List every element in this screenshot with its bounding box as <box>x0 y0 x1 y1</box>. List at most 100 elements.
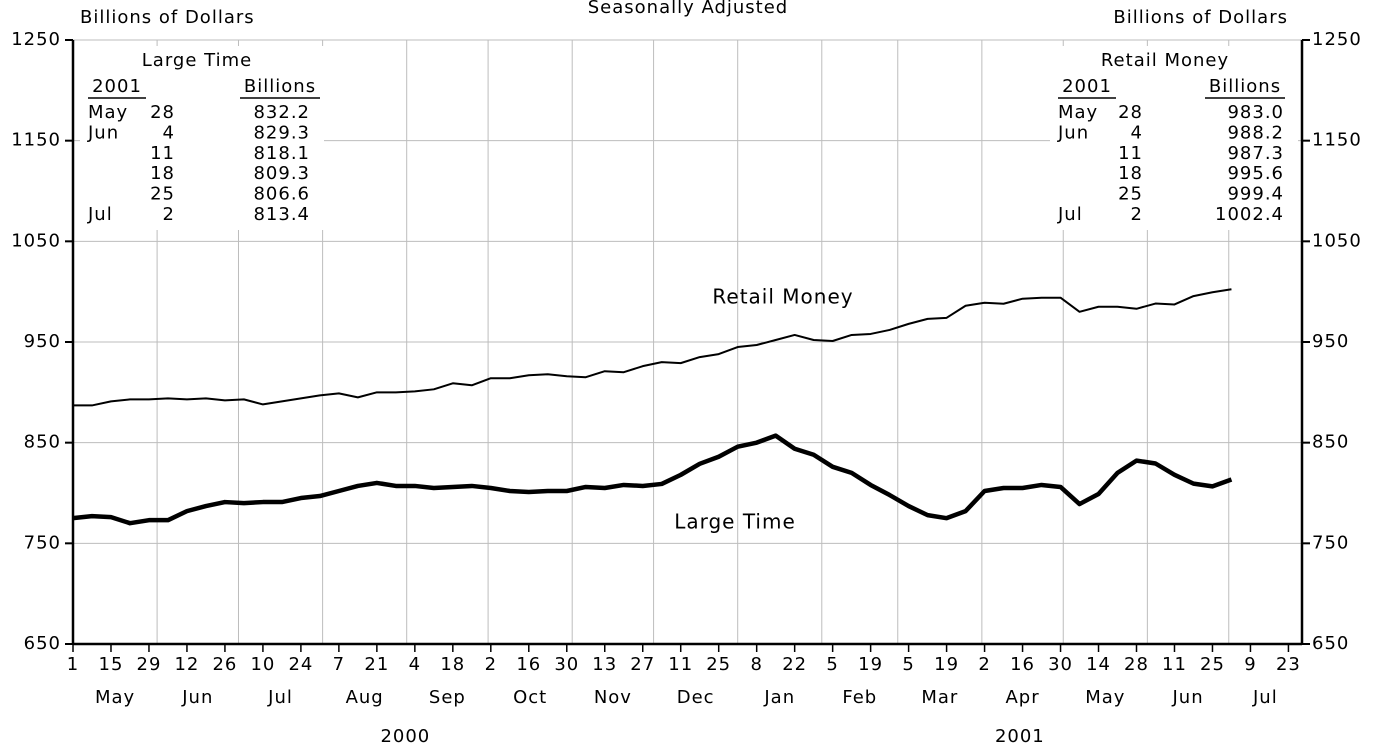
x-tick-label: 7 <box>333 654 345 675</box>
table-day: 18 <box>150 163 175 184</box>
x-tick-label: 9 <box>1244 654 1256 675</box>
table-value: 809.3 <box>253 163 310 184</box>
table-day: 25 <box>150 184 175 205</box>
x-tick-label: 26 <box>212 654 237 675</box>
table-month: Jul <box>1057 204 1083 225</box>
month-label: Mar <box>921 687 958 708</box>
y2-tick-label: 750 <box>1312 532 1349 553</box>
table-month: Jul <box>87 204 113 225</box>
table-unit: Billions <box>244 76 316 97</box>
y2-tick-label: 1050 <box>1312 230 1362 251</box>
table-day: 18 <box>1118 163 1143 184</box>
table-month: Jun <box>87 122 119 143</box>
x-tick-label: 12 <box>174 654 199 675</box>
y2-tick-label: 850 <box>1312 432 1349 453</box>
y-tick-label: 1150 <box>11 130 61 151</box>
table-value: 995.6 <box>1227 163 1284 184</box>
table-background <box>1050 46 1298 230</box>
series-label: Retail Money <box>712 285 853 309</box>
x-tick-label: 25 <box>706 654 731 675</box>
series-label: Large Time <box>674 510 796 534</box>
x-tick-label: 2 <box>485 654 497 675</box>
x-tick-label: 28 <box>1124 654 1149 675</box>
y-tick-label: 750 <box>24 532 61 553</box>
table-day: 28 <box>150 102 175 123</box>
x-tick-label: 19 <box>934 654 959 675</box>
year-label: 2000 <box>380 726 430 746</box>
table-day: 11 <box>1118 143 1143 164</box>
table-month: Jun <box>1057 122 1089 143</box>
month-label: Jul <box>267 687 293 708</box>
table-day: 4 <box>163 122 175 143</box>
month-label: Nov <box>594 687 632 708</box>
x-tick-label: 2 <box>978 654 990 675</box>
y2-tick-label: 1150 <box>1312 130 1362 151</box>
table-value: 813.4 <box>253 204 310 225</box>
x-tick-label: 29 <box>137 654 162 675</box>
x-tick-label: 18 <box>440 654 465 675</box>
y-tick-label: 950 <box>24 331 61 352</box>
series-line <box>73 288 1232 407</box>
y-axis-label: Billions of Dollars <box>80 7 255 28</box>
x-tick-label: 22 <box>782 654 807 675</box>
month-label: Jun <box>181 687 213 708</box>
month-label: Sep <box>429 687 466 708</box>
x-tick-label: 13 <box>592 654 617 675</box>
x-tick-label: 1 <box>67 654 79 675</box>
x-tick-label: 30 <box>554 654 579 675</box>
y2-axis-label: Billions of Dollars <box>1113 7 1288 28</box>
x-tick-label: 16 <box>1010 654 1035 675</box>
x-tick-label: 15 <box>99 654 124 675</box>
table-day: 11 <box>150 143 175 164</box>
table-value: 999.4 <box>1227 184 1284 205</box>
y-tick-label: 1050 <box>11 230 61 251</box>
y2-tick-label: 950 <box>1312 331 1349 352</box>
year-label: 2001 <box>995 726 1045 746</box>
month-label: Dec <box>677 687 715 708</box>
month-label: Aug <box>346 687 384 708</box>
y-tick-label: 650 <box>24 633 61 654</box>
table-month: May <box>1058 102 1098 123</box>
month-label: Oct <box>513 687 547 708</box>
x-tick-label: 4 <box>409 654 421 675</box>
y-tick-label: 850 <box>24 432 61 453</box>
table-title: Retail Money <box>1101 50 1229 71</box>
table-title: Large Time <box>142 50 252 71</box>
x-tick-label: 24 <box>288 654 313 675</box>
x-tick-label: 25 <box>1200 654 1225 675</box>
table-month: May <box>88 102 128 123</box>
x-tick-label: 5 <box>826 654 838 675</box>
table-day: 28 <box>1118 102 1143 123</box>
x-tick-label: 11 <box>1162 654 1187 675</box>
table-value: 988.2 <box>1227 122 1284 143</box>
table-value: 1002.4 <box>1215 204 1284 225</box>
x-tick-label: 27 <box>630 654 655 675</box>
table-unit: Billions <box>1209 76 1281 97</box>
y2-tick-label: 650 <box>1312 633 1349 654</box>
month-label: May <box>1085 687 1125 708</box>
y-tick-label: 1250 <box>11 29 61 50</box>
table-year: 2001 <box>92 76 142 97</box>
x-tick-label: 5 <box>902 654 914 675</box>
y2-tick-label: 1250 <box>1312 29 1362 50</box>
table-year: 2001 <box>1062 76 1112 97</box>
chart-title: Seasonally Adjusted <box>588 0 789 18</box>
table-background <box>80 46 324 230</box>
x-tick-label: 8 <box>750 654 762 675</box>
x-tick-label: 21 <box>364 654 389 675</box>
table-day: 2 <box>163 204 175 225</box>
month-label: Feb <box>842 687 877 708</box>
series-line <box>72 433 1233 526</box>
x-tick-label: 19 <box>858 654 883 675</box>
table-day: 2 <box>1131 204 1143 225</box>
month-label: May <box>95 687 135 708</box>
x-tick-label: 10 <box>250 654 275 675</box>
table-day: 25 <box>1118 184 1143 205</box>
month-label: Jan <box>763 687 795 708</box>
table-value: 829.3 <box>253 122 310 143</box>
month-label: Jul <box>1252 687 1278 708</box>
table-value: 983.0 <box>1227 102 1284 123</box>
month-label: Apr <box>1005 687 1039 708</box>
table-value: 806.6 <box>253 184 310 205</box>
